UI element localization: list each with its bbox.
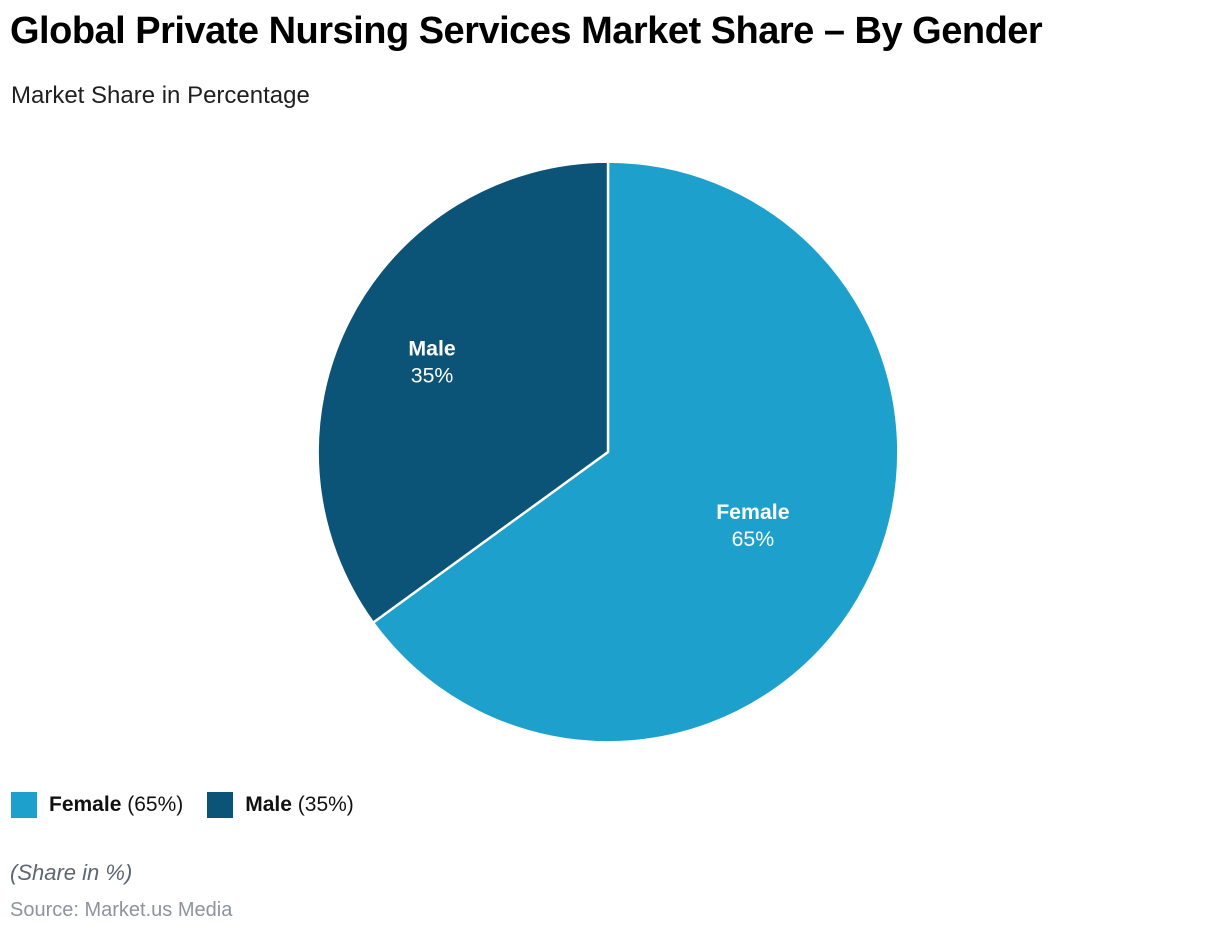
legend-item-male: Male (35%) bbox=[207, 792, 354, 818]
pie-label-pct-male: 35% bbox=[411, 364, 454, 388]
share-note: (Share in %) bbox=[10, 860, 133, 885]
chart-subtitle: Market Share in Percentage bbox=[11, 82, 310, 109]
pie-label-name-female: Female bbox=[716, 500, 790, 524]
legend-swatch-male bbox=[207, 792, 234, 818]
legend-swatch-female bbox=[11, 792, 37, 818]
legend-name-male: Male bbox=[245, 793, 292, 816]
source-credit: Source: Market.us Media bbox=[10, 899, 233, 921]
legend-label-male: Male (35%) bbox=[245, 793, 354, 817]
chart-title: Global Private Nursing Services Market S… bbox=[10, 10, 1043, 52]
legend-name-female: Female bbox=[49, 793, 122, 816]
legend-label-female: Female (65%) bbox=[49, 793, 183, 817]
pie-svg: Female 65% Male 35% bbox=[316, 160, 900, 744]
pie-label-name-male: Male bbox=[408, 337, 455, 361]
pie-slice-male bbox=[316, 160, 610, 624]
legend-value-female: (65%) bbox=[127, 793, 184, 816]
legend-item-female: Female (65%) bbox=[11, 792, 183, 818]
legend-value-male: (35%) bbox=[297, 793, 354, 816]
pie-label-pct-female: 65% bbox=[732, 527, 775, 551]
pie-slice-female bbox=[371, 160, 900, 744]
legend: Female (65%) Male (35%) bbox=[11, 792, 354, 818]
pie-chart: Female 65% Male 35% bbox=[308, 152, 908, 752]
